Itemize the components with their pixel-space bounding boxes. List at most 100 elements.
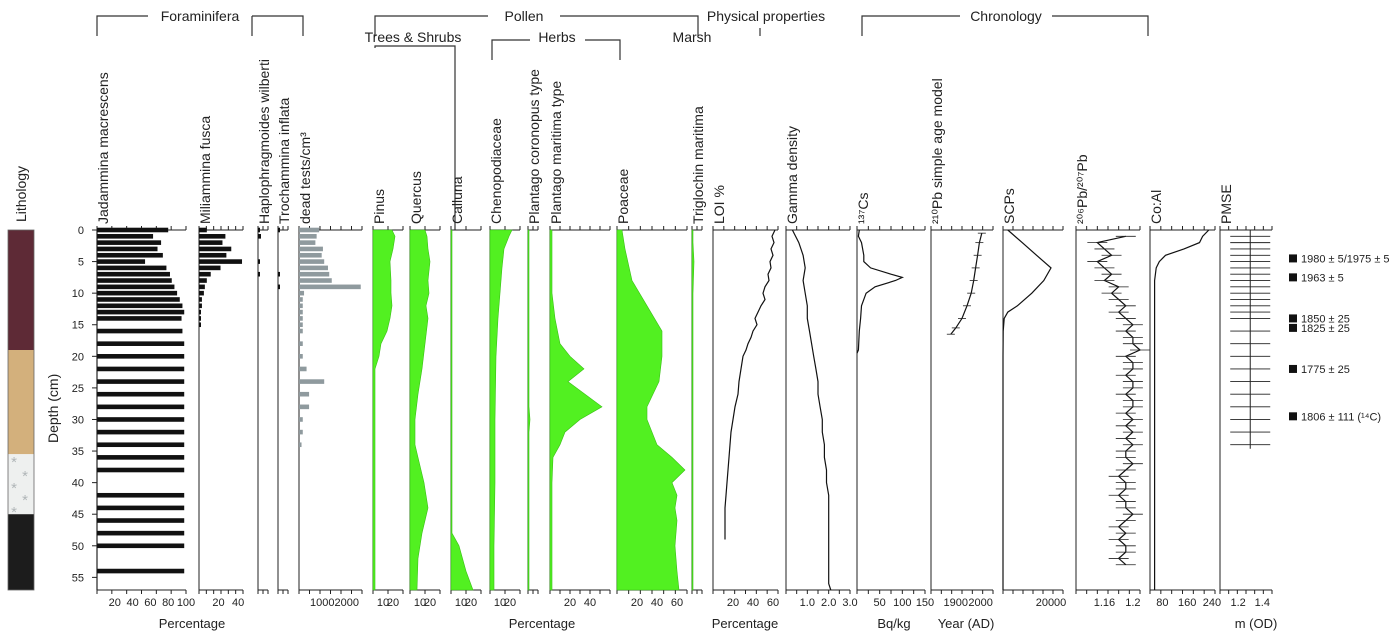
panel-label-cheno: Chenopodiaceae: [488, 118, 504, 224]
bar-jm: [97, 246, 158, 252]
bar-jm: [97, 290, 178, 296]
date-item: 1775 ± 25: [1289, 364, 1350, 376]
panel-label-coal: Co:Al: [1148, 190, 1164, 224]
pollen-axis-label: Percentage: [509, 616, 576, 631]
depth-tick-label: 5: [78, 257, 84, 269]
panel-tick-label: 40: [126, 597, 138, 609]
panel-tick-label: 20: [465, 597, 477, 609]
bar-dt: [299, 328, 303, 334]
panel-tick-label: 10: [494, 597, 506, 609]
bar-jm: [97, 252, 163, 258]
panel-tick-label: 60: [767, 597, 779, 609]
panel-tick-label: 20: [109, 597, 121, 609]
date-marker: [1289, 273, 1297, 282]
bar-jm: [97, 271, 170, 277]
bracket-foraminifera: [96, 15, 304, 36]
lithology-symbol: *: [22, 468, 28, 485]
panel-pb: ²¹⁰Pb simple age model 1900 2000: [929, 78, 994, 609]
bar-jm: [97, 309, 185, 315]
bar-dt: [299, 417, 303, 422]
bar-jm: [97, 492, 185, 498]
bar-jm: [97, 391, 185, 397]
panel-label-pinus: Pinus: [371, 189, 387, 224]
area-poa: [616, 229, 686, 591]
panel-label-scp: SCPs: [1001, 188, 1017, 224]
group-label-trees: Trees & Shrubs: [365, 29, 462, 45]
depth-tick-label: 45: [72, 509, 84, 521]
bracket-pollen: [374, 15, 699, 36]
bar-jm: [97, 467, 185, 473]
panel-tick-label: 50: [874, 597, 886, 609]
date-marker: [1289, 314, 1297, 323]
bar-dt: [299, 246, 323, 252]
group-label-foraminifera: Foraminifera: [161, 8, 240, 24]
panel-tick-label: 20: [212, 597, 224, 609]
line-coal: [1153, 229, 1210, 590]
area-plcor: [527, 229, 531, 591]
panel-plcor: Plantago coronopus type: [526, 69, 542, 594]
bar-ti: [278, 284, 280, 290]
area-plmar: [549, 229, 603, 591]
lithology-unit: [8, 350, 34, 455]
line-loi: [724, 229, 776, 540]
depth-tick-label: 50: [72, 541, 84, 553]
bar-dt: [299, 234, 317, 239]
bracket-chronology: [861, 15, 1149, 36]
bar-mf: [199, 234, 226, 239]
panel-label-hw: Haplophragmoides wilberti: [256, 59, 272, 224]
bar-hw: [258, 234, 261, 239]
panel-label-loi: LOI %: [711, 185, 727, 224]
panel-label-quercus: Quercus: [408, 171, 424, 224]
area-calluna: [450, 229, 474, 591]
bar-dt: [299, 429, 303, 435]
bar-dt: [299, 271, 330, 277]
depth-tick-label: 30: [72, 414, 84, 426]
panel-tick-label: 1.16: [1094, 597, 1115, 609]
lithology-unit: [8, 230, 34, 350]
bar-jm: [97, 530, 185, 536]
panel-trig: Triglochin maritima: [690, 106, 706, 594]
line-cs: [856, 229, 905, 354]
bar-dt: [299, 354, 303, 359]
date-marker: [1289, 364, 1297, 373]
panel-tick-label: 10: [455, 597, 467, 609]
bar-mf: [199, 284, 205, 290]
bar-jm: [97, 227, 169, 233]
bar-ti: [278, 227, 280, 233]
bar-mf: [199, 316, 201, 321]
panel-tick-label: 60: [144, 597, 156, 609]
date-item: 1806 ± 111 (¹⁴C): [1289, 411, 1381, 423]
lithology-label: Lithology: [13, 166, 29, 222]
panel-tick-label: 40: [232, 597, 244, 609]
bar-jm: [97, 240, 162, 245]
area-trig: [691, 229, 695, 591]
date-label: 1775 ± 25: [1301, 364, 1350, 376]
depth-axis-label: Depth (cm): [45, 374, 61, 443]
bar-jm: [97, 297, 180, 302]
bar-dt: [299, 227, 320, 233]
panel-label-cs: ¹³⁷Cs: [855, 193, 871, 225]
panel-mf: Miliammina fusca 20 40: [197, 116, 244, 609]
panel-hw: Haplophragmoides wilberti: [256, 59, 272, 594]
bar-mf: [199, 246, 232, 252]
panel-tick-label: 20: [504, 597, 516, 609]
bar-mf: [199, 322, 201, 328]
panel-tick-label: 240: [1203, 597, 1221, 609]
lithology-frame: [7, 229, 35, 591]
bar-dt: [299, 252, 322, 258]
loi-axis-label: Percentage: [712, 616, 779, 631]
bar-dt: [299, 316, 303, 321]
bracket-herbs: [491, 39, 621, 60]
bar-dt: [299, 379, 325, 384]
panel-loi: LOI % 20 40 60: [711, 185, 779, 609]
depth-tick-label: 25: [72, 383, 84, 395]
bar-jm: [97, 379, 185, 384]
panel-label-mf: Miliammina fusca: [197, 116, 213, 224]
bar-jm: [97, 543, 185, 549]
bar-dt: [299, 297, 303, 302]
date-marker: [1289, 254, 1297, 263]
panel-tick-label: 80: [1156, 597, 1168, 609]
panel-tick-label: 1900: [944, 597, 968, 609]
panel-label-pmse: PMSE: [1218, 184, 1234, 224]
